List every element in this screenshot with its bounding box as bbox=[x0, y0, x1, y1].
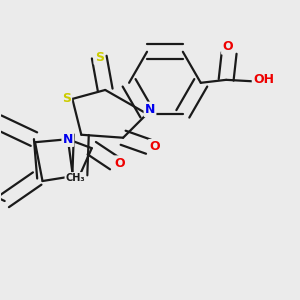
Text: S: S bbox=[95, 51, 104, 64]
Text: O: O bbox=[115, 157, 125, 169]
Text: S: S bbox=[62, 92, 71, 105]
Text: CH₃: CH₃ bbox=[65, 173, 85, 183]
Text: N: N bbox=[63, 133, 73, 146]
Text: OH: OH bbox=[253, 73, 274, 86]
Text: O: O bbox=[149, 140, 160, 153]
Text: N: N bbox=[145, 103, 155, 116]
Text: O: O bbox=[222, 40, 233, 53]
